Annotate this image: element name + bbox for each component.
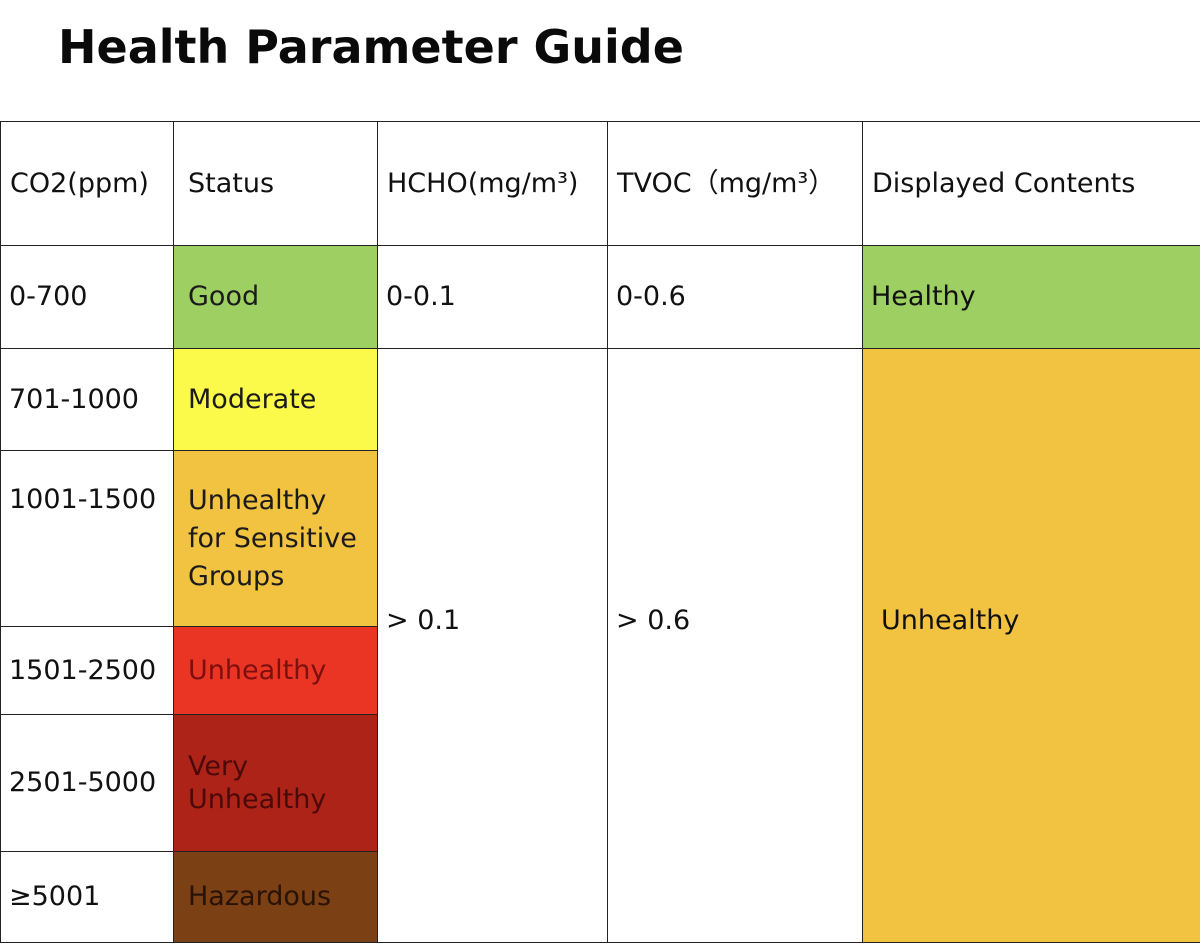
- displayed-contents-unhealthy: Unhealthy: [881, 604, 1020, 636]
- hcho-merged-cell: > 0.1: [377, 348, 608, 943]
- table-row: 701-1000 Moderate > 0.1 > 0.6 Unhealthy: [0, 348, 1200, 943]
- page-title: Health Parameter Guide: [58, 20, 684, 74]
- hcho-range: 0-0.1: [377, 245, 608, 349]
- header-co2: CO2(ppm): [0, 121, 174, 246]
- tvoc-range: > 0.6: [616, 604, 691, 636]
- status-badge: Moderate: [173, 348, 378, 451]
- displayed-contents-unhealthy-cell: Unhealthy: [862, 348, 1200, 943]
- tvoc-merged-cell: > 0.6: [607, 348, 863, 943]
- tvoc-range: 0-0.6: [607, 245, 863, 349]
- status-badge: Unhealthy: [173, 626, 378, 715]
- header-tvoc: TVOC（mg/m³）: [607, 121, 863, 246]
- table-row: ≥5001 Hazardous: [0, 851, 1200, 943]
- hcho-range: > 0.1: [386, 604, 461, 636]
- table-header-row: CO2(ppm) Status HCHO(mg/m³) TVOC（mg/m³） …: [0, 121, 1200, 246]
- table-row: 0-700 Good 0-0.1 0-0.6 Healthy: [0, 245, 1200, 349]
- co2-range: 2501-5000: [0, 714, 174, 852]
- table-row: 1501-2500 Unhealthy: [0, 626, 1200, 715]
- co2-range: ≥5001: [0, 851, 174, 943]
- co2-range: 701-1000: [0, 348, 174, 451]
- table-row: 2501-5000 Very Unhealthy: [0, 714, 1200, 852]
- table-row: 1001-1500 Unhealthy for Sensitive Groups: [0, 450, 1200, 627]
- header-displayed-contents: Displayed Contents: [862, 121, 1200, 246]
- status-badge: Unhealthy for Sensitive Groups: [173, 450, 378, 627]
- header-hcho: HCHO(mg/m³): [377, 121, 608, 246]
- co2-range: 1001-1500: [0, 450, 174, 627]
- displayed-contents-healthy: Healthy: [862, 245, 1200, 349]
- status-badge: Hazardous: [173, 851, 378, 943]
- co2-range: 0-700: [0, 245, 174, 349]
- status-badge: Good: [173, 245, 378, 349]
- health-parameter-table: CO2(ppm) Status HCHO(mg/m³) TVOC（mg/m³） …: [0, 121, 1200, 943]
- header-status: Status: [173, 121, 378, 246]
- co2-range: 1501-2500: [0, 626, 174, 715]
- status-badge: Very Unhealthy: [173, 714, 378, 852]
